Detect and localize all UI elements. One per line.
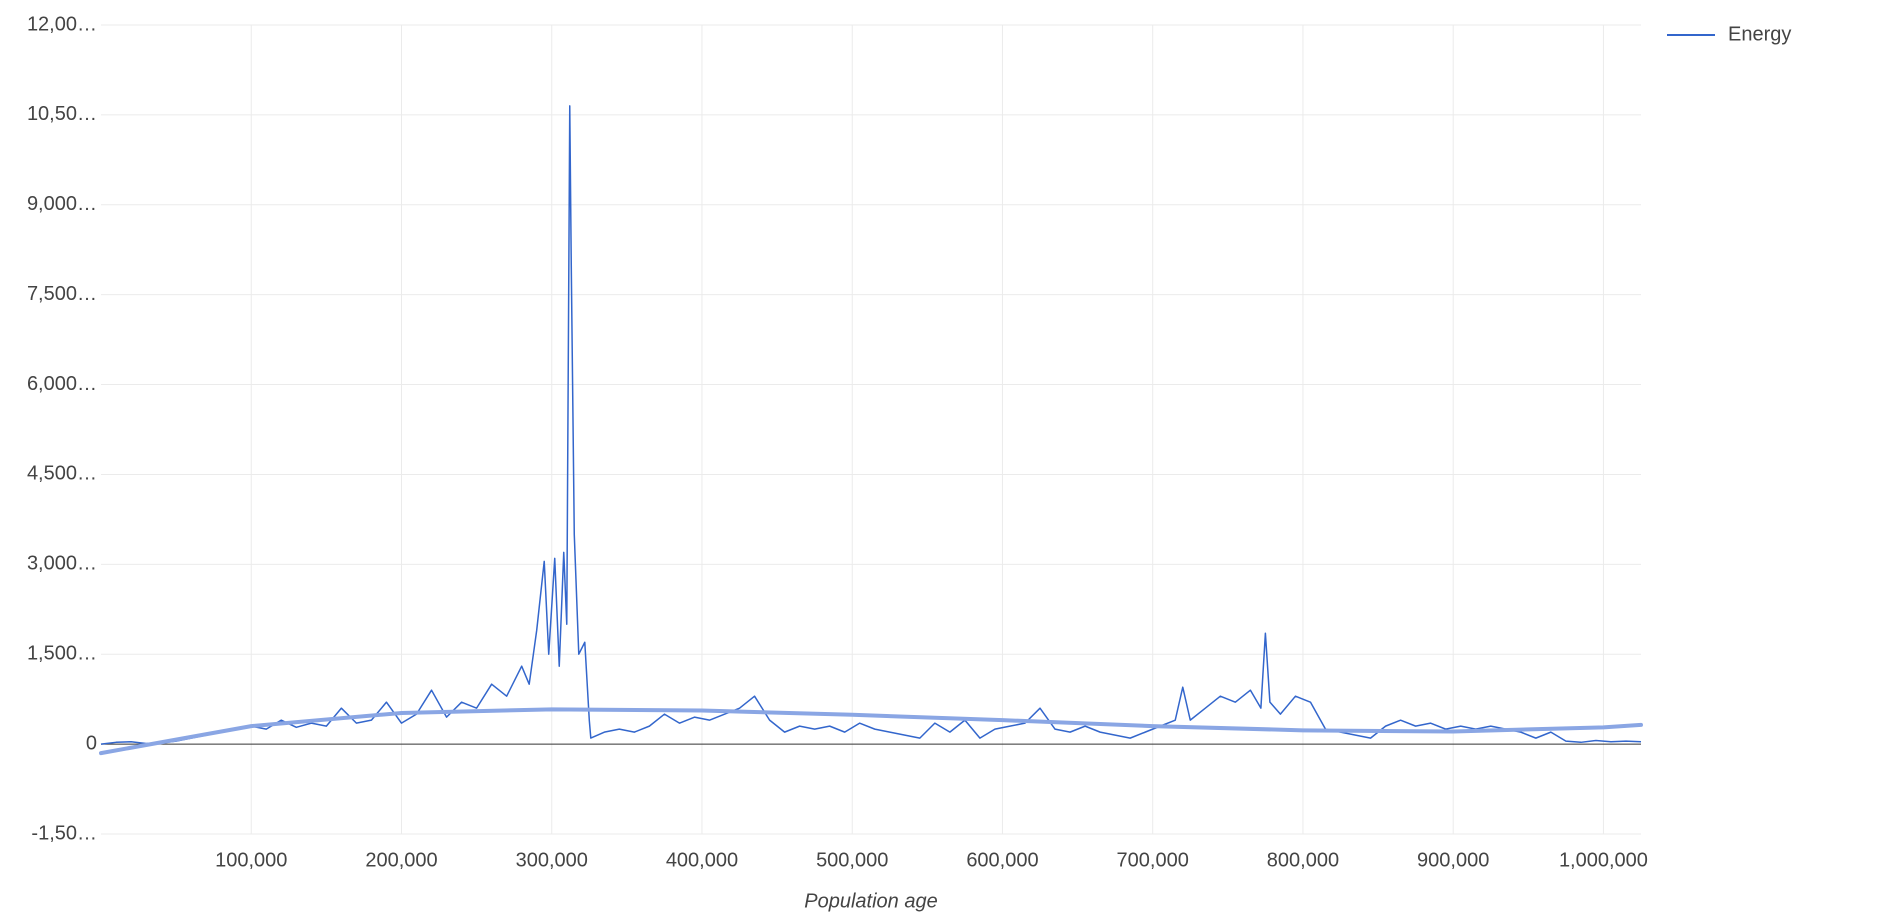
y-tick-label: 4,500… [27,463,97,485]
x-tick-label: 1,000,000 [1559,849,1648,871]
x-tick-label: 100,000 [215,849,287,871]
y-tick-label: 1,500… [27,643,97,665]
y-tick-label: 6,000… [27,373,97,395]
x-tick-label: 900,000 [1417,849,1489,871]
y-tick-label: 7,500… [27,283,97,305]
x-tick-label: 500,000 [816,849,888,871]
legend-label: Energy [1728,23,1791,45]
trendline [99,707,1643,756]
y-tick-label: -1,50… [31,822,97,844]
y-tick-label: 3,000… [27,553,97,575]
series-line [100,105,1642,745]
x-tick-label: 400,000 [666,849,738,871]
y-tick-label: 12,00… [27,13,97,35]
x-tick-label: 700,000 [1117,849,1189,871]
x-axis-title: Population age [804,890,937,912]
y-tick-label: 0 [86,732,97,754]
x-tick-label: 600,000 [966,849,1038,871]
y-tick-label: 9,000… [27,193,97,215]
x-tick-label: 300,000 [516,849,588,871]
x-tick-label: 200,000 [365,849,437,871]
y-tick-label: 10,50… [27,103,97,125]
x-tick-label: 800,000 [1267,849,1339,871]
